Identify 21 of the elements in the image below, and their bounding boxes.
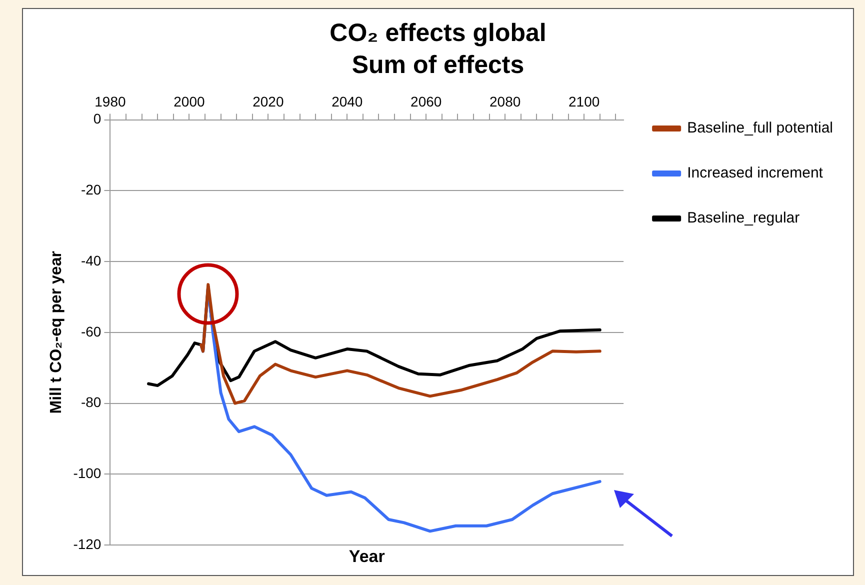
chart-title: CO₂ effects global (328, 18, 548, 49)
x-tick-label: 2040 (332, 93, 363, 110)
x-tick-label: 1980 (94, 93, 126, 110)
chart-subtitle: Sum of effects (350, 50, 526, 81)
legend-label: Baseline_full potential (687, 120, 833, 137)
x-tick-label: 2100 (568, 93, 600, 110)
y-tick-label: -120 (73, 536, 102, 552)
y-tick-label: -60 (80, 323, 102, 340)
y-tick-label: 0 (93, 110, 102, 127)
x-tick-label: 2000 (174, 93, 205, 110)
y-tick-label: -100 (73, 464, 102, 481)
y-tick-label: -80 (80, 394, 102, 410)
y-axis-title: Mill t CO₂-eq per year (48, 251, 66, 414)
legend-label: Increased increment (687, 164, 824, 182)
legend-label: Baseline_regular (687, 210, 800, 227)
x-tick-label: 2020 (252, 93, 284, 110)
y-tick-label: -20 (80, 182, 102, 198)
x-tick-label: 2060 (410, 93, 442, 110)
x-tick-label: 2080 (490, 93, 521, 110)
x-axis-title: Year (348, 547, 386, 566)
y-tick-label: -40 (80, 252, 102, 268)
